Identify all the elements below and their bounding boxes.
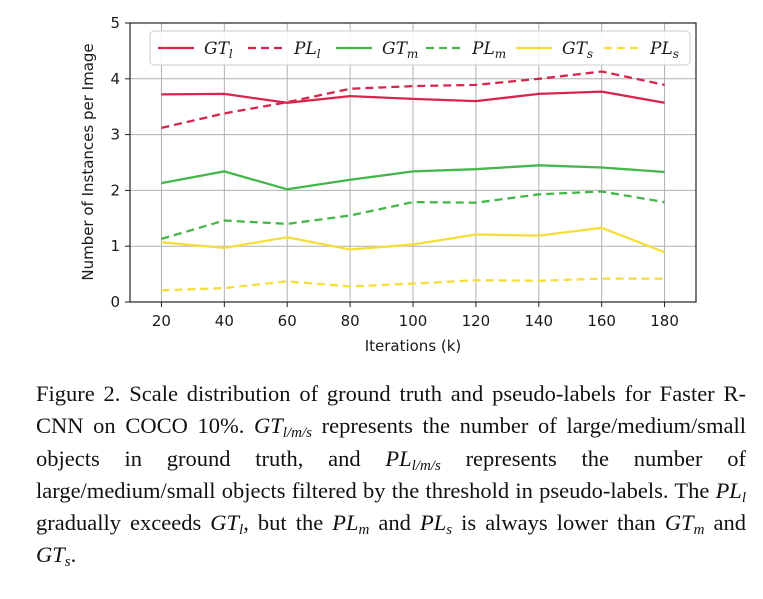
legend-label-base: GT [562,39,589,59]
legend-label-base: PL [471,39,495,59]
caption-text: represents the number of large/medium/sm… [36,413,746,471]
caption-math-subscript: m [358,522,370,539]
caption-text: . [70,542,77,568]
caption-text: and [369,510,420,536]
legend-label-subscript: m [407,47,418,61]
series-line-gt-s [161,226,666,254]
caption-math-subscript: m [693,522,705,539]
figure-caption: Figure 2. Scale distribution of ground t… [36,378,746,572]
caption-math: PLs [419,510,453,539]
legend-label-pl-l: PLl [293,39,321,61]
series-line-gt-l [161,90,665,104]
caption-text: gradually exceeds [36,510,211,536]
x-tick-label: 40 [215,312,234,330]
x-tick-label: 180 [650,312,679,330]
caption-math: GTs [36,542,71,571]
ticks: 20 40 60 80 100 120 140 160 180 0 1 2 3 4 5 [110,14,678,330]
legend-label-pl-s: PLs [649,39,679,61]
caption-math: PLm [332,510,370,539]
caption-math: GTm [664,510,705,539]
legend-label-subscript: l [317,47,321,61]
x-tick-label: 60 [278,312,297,330]
caption-math-base: PL [332,510,359,536]
series-line-gt-m [161,164,665,191]
legend-label-subscript: s [673,47,679,61]
y-tick-label: 5 [110,14,120,32]
caption-math-subscript: s [446,522,453,539]
caption-label: Figure 2. [36,381,121,406]
legend-label-base: GT [204,39,231,59]
caption-math-subscript: l [239,522,244,539]
caption-text: represents the number of large/medium/sm… [36,445,746,503]
caption-math: GTl/m/s [254,413,312,442]
legend-label-gt-m: GTm [382,39,418,61]
caption-text: , but the [243,510,333,536]
caption-text: and [704,510,746,536]
caption-math: PLl [715,477,746,506]
x-tick-label: 120 [462,312,491,330]
x-axis-label: Iterations (k) [365,337,462,355]
caption-math-subscript: l [741,489,746,506]
x-tick-label: 20 [152,312,171,330]
legend-box [149,30,691,66]
caption-math: GTl [210,510,244,539]
caption-math-base: GT [664,510,694,536]
legend-label-pl-m: PLm [471,39,506,61]
caption-math: PLl/m/s [385,445,441,474]
caption-math-base: GT [36,542,65,568]
legend-label-gt-l: GTl [204,39,233,61]
y-tick-label: 1 [110,237,120,255]
caption-text: is always lower than [452,510,665,536]
x-tick-label: 80 [341,312,360,330]
y-axis-label: Number of Instances per Image [79,43,97,280]
line-chart: 20 40 60 80 100 120 140 160 180 0 1 2 3 4 5 Iterations… [79,14,697,355]
x-tick-label: 140 [524,312,553,330]
caption-math-base: PL [385,445,412,471]
legend-label-base: PL [649,39,673,59]
y-tick-label: 0 [110,293,120,311]
x-tick-label: 100 [399,312,428,330]
series-line-pl-l [161,70,665,130]
caption-math-subscript: s [64,554,71,571]
series-group [161,70,666,292]
caption-math-base: PL [715,477,742,503]
caption-math-base: PL [419,510,447,536]
legend-label-subscript: l [229,47,233,61]
y-tick-label: 2 [110,181,120,199]
y-tick-label: 4 [110,70,120,88]
y-tick-label: 3 [110,126,120,144]
caption-math-subscript: l/m/s [411,457,441,474]
legend-label-gt-s: GTs [562,39,593,61]
legend-label-subscript: s [587,47,593,61]
caption-math-base: GT [254,413,283,439]
legend-label-subscript: m [495,47,506,61]
caption-text: Scale distribution of ground truth and p… [36,381,746,439]
caption-math-subscript: l/m/s [282,425,312,442]
series-line-pl-s [161,277,665,292]
x-tick-label: 160 [587,312,616,330]
caption-math-base: GT [210,510,240,536]
legend: GTl PLl GTm PLm GTs PLs [149,30,691,66]
legend-label-base: PL [293,39,317,59]
legend-label-base: GT [382,39,409,59]
